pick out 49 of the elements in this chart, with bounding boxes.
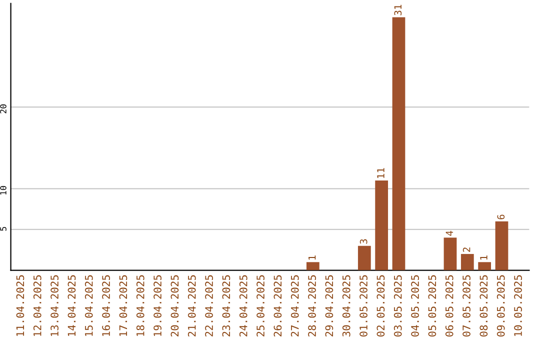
x-tick-label: 30.04.2025	[342, 275, 350, 336]
x-tick-label: 15.04.2025	[84, 275, 93, 336]
bar	[460, 254, 474, 270]
x-tick-label: 11.04.2025	[16, 275, 24, 336]
x-tick-label: 14.04.2025	[68, 275, 76, 336]
x-tick-label: 26.04.2025	[274, 275, 282, 336]
y-tick-label: 20	[0, 104, 6, 114]
data-label: 6	[497, 214, 505, 220]
y-tick-label: 10	[0, 186, 6, 195]
x-tick-label: 04.05.2025	[411, 275, 419, 336]
bar	[358, 246, 371, 270]
data-label: 31	[394, 4, 402, 16]
x-tick-label: 21.04.2025	[188, 275, 196, 336]
x-tick-label: 18.04.2025	[136, 275, 144, 336]
x-tick-label: 22.04.2025	[205, 275, 213, 336]
x-tick-label: 07.05.2025	[462, 275, 470, 336]
x-tick-label: 28.04.2025	[308, 275, 316, 336]
x-tick-label: 02.05.2025	[376, 275, 385, 336]
x-tick-label: 29.04.2025	[325, 275, 334, 336]
data-label: 11	[377, 168, 384, 178]
x-tick-label: 06.05.2025	[445, 275, 454, 336]
x-tick-label: 01.05.2025	[360, 275, 368, 336]
x-tick-label: 13.04.2025	[50, 275, 58, 336]
x-tick-label: 03.05.2025	[394, 275, 402, 336]
data-label: 1	[308, 256, 316, 260]
x-tick-label: 10.05.2025	[514, 275, 522, 336]
x-tick-label: 27.04.2025	[290, 275, 299, 336]
bar	[375, 180, 388, 270]
data-label: 1	[480, 256, 488, 260]
data-label: 2	[462, 248, 470, 252]
x-tick-label: 20.04.2025	[170, 275, 179, 336]
x-tick-label: 23.04.2025	[222, 275, 230, 336]
data-label: 4	[446, 230, 453, 236]
x-tick-label: 24.04.2025	[239, 275, 248, 336]
bar	[495, 221, 508, 270]
x-tick-label: 25.04.2025	[256, 275, 264, 336]
x-tick-label: 08.05.2025	[480, 275, 488, 336]
bar	[306, 262, 320, 270]
bar	[392, 17, 406, 270]
x-tick-label: 16.04.2025	[102, 275, 110, 336]
x-tick-label: 12.04.2025	[33, 275, 42, 336]
x-tick-label: 19.04.2025	[154, 275, 162, 336]
bar	[444, 238, 457, 270]
data-label: 3	[360, 239, 368, 244]
bar	[478, 262, 492, 270]
y-tick-label: 5	[0, 226, 6, 231]
x-tick-label: 17.04.2025	[119, 275, 128, 336]
x-tick-label: 05.05.2025	[428, 275, 436, 336]
x-tick-label: 09.05.2025	[496, 275, 505, 336]
